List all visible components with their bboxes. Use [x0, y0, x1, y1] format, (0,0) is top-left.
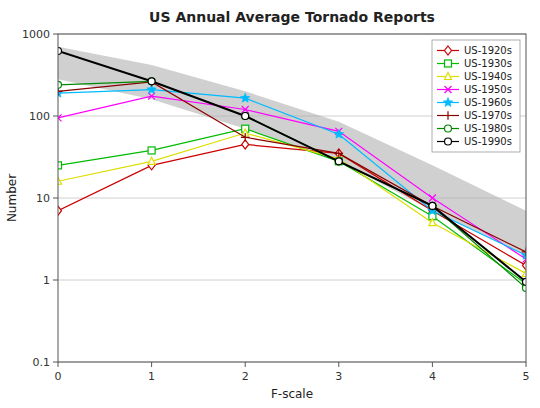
legend-marker [445, 60, 452, 67]
axes: 0 1 2 3 4 5 0.1 1 10 100 1000 [22, 28, 530, 383]
point [523, 270, 527, 277]
grid-line [58, 280, 526, 281]
x-tick [58, 362, 59, 367]
y-tick-label: 0.1 [33, 356, 51, 369]
point [148, 147, 155, 154]
legend-label: US-1990s [464, 136, 512, 147]
grid [58, 34, 526, 362]
title: US Annual Average Tornado Reports [149, 9, 435, 25]
series-line [58, 133, 526, 273]
point [335, 149, 344, 158]
point [429, 219, 436, 226]
x-tick [432, 362, 433, 367]
x-tick-label: 2 [242, 370, 249, 383]
point [523, 278, 527, 285]
x-tick-label: 1 [148, 370, 155, 383]
legend-item: US-1990s [437, 136, 512, 147]
legend-label: US-1950s [464, 84, 512, 95]
point [522, 248, 526, 257]
x-tick [526, 362, 527, 367]
legend-label: US-1980s [464, 123, 512, 134]
point [58, 162, 62, 169]
legend-item: US-1950s [437, 84, 512, 95]
series-line [58, 144, 526, 265]
point [58, 177, 62, 184]
legend-item: US-1940s [437, 71, 512, 82]
legend-item: US-1980s [437, 123, 512, 134]
legend-label: US-1940s [464, 71, 512, 82]
y-tick [53, 362, 58, 363]
legend-item: US-1970s [437, 110, 512, 121]
point [58, 206, 62, 215]
point [429, 195, 436, 202]
y-tick [53, 280, 58, 281]
point [240, 93, 250, 102]
legend: US-1920s US-1930s US-1940s US-1950s US-1960s… [432, 40, 520, 152]
point [148, 157, 155, 164]
legend-item: US-1930s [437, 58, 512, 69]
x-tick-label: 0 [55, 370, 62, 383]
x-tick [151, 362, 152, 367]
point [335, 158, 342, 165]
x-tick [245, 362, 246, 367]
legend-marker [443, 98, 453, 107]
legend-frame [432, 40, 520, 152]
y-tick-label: 100 [29, 110, 50, 123]
point [429, 202, 436, 209]
y-tick [53, 34, 58, 35]
point [58, 88, 63, 97]
x-tick-label: 5 [523, 370, 530, 383]
legend-label: US-1970s [464, 110, 512, 121]
series [58, 140, 526, 270]
point [242, 113, 249, 120]
legend-label: US-1920s [464, 45, 512, 56]
legend-marker [445, 46, 452, 55]
y-tick [53, 198, 58, 199]
x-tick [338, 362, 339, 367]
point [58, 81, 62, 88]
point [147, 78, 156, 87]
point [335, 158, 342, 165]
point [335, 149, 342, 158]
point [335, 158, 342, 165]
legend-marker [445, 138, 452, 145]
y-tick [53, 116, 58, 117]
point [429, 202, 436, 209]
plot-frame [58, 34, 526, 362]
legend-marker [445, 125, 452, 132]
legend-marker [445, 73, 452, 80]
legend-label: US-1930s [464, 58, 512, 69]
y-tick-label: 1 [43, 274, 50, 287]
y-tick-label: 10 [36, 192, 50, 205]
point [241, 133, 250, 142]
y-axis-label: Number [5, 174, 19, 222]
chart: 0 1 2 3 4 5 0.1 1 10 100 1000 US Annual Average Tor… [0, 0, 540, 408]
x-tick-label: 4 [429, 370, 436, 383]
point [58, 48, 62, 55]
y-tick-label: 1000 [22, 28, 50, 41]
point [242, 113, 249, 120]
legend-marker [445, 86, 452, 93]
x-axis-label: F-scale [271, 387, 313, 401]
point [148, 78, 155, 85]
legend-marker [444, 111, 453, 120]
point [334, 129, 344, 138]
legend-item: US-1960s [437, 97, 512, 108]
x-tick-label: 3 [335, 370, 342, 383]
point [58, 114, 62, 121]
legend-label: US-1960s [464, 97, 512, 108]
legend-item: US-1920s [437, 45, 512, 56]
point [148, 78, 155, 85]
